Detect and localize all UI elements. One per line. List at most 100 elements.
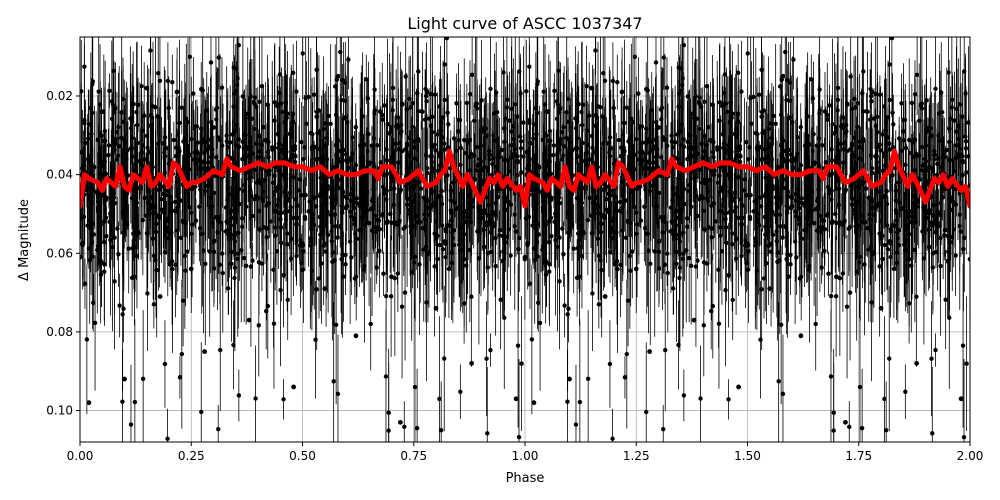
data-point (751, 209, 756, 214)
data-point (185, 120, 191, 125)
data-point (614, 259, 620, 264)
data-point (847, 424, 852, 430)
data-point (165, 78, 171, 84)
data-point (535, 254, 540, 259)
data-point (733, 156, 738, 161)
data-point (272, 118, 277, 123)
data-point (777, 258, 782, 263)
data-point (281, 397, 286, 402)
data-point (446, 266, 452, 272)
data-point (757, 92, 762, 97)
data-point (485, 165, 490, 171)
data-point (748, 192, 753, 198)
data-point (902, 239, 907, 244)
data-point (502, 315, 507, 320)
data-point (596, 302, 602, 307)
data-point (820, 225, 826, 230)
data-point (252, 197, 257, 202)
data-point (91, 300, 96, 305)
data-point (587, 157, 592, 162)
data-point (232, 275, 237, 281)
data-point (813, 321, 818, 327)
data-point (90, 81, 95, 87)
data-point (602, 78, 608, 83)
data-point (829, 220, 835, 226)
data-point (726, 273, 731, 278)
data-point (735, 70, 741, 75)
data-point (630, 120, 636, 125)
data-point (576, 101, 581, 107)
data-point (595, 104, 601, 109)
data-point (402, 290, 408, 295)
data-point (225, 197, 230, 203)
data-point (733, 256, 739, 261)
data-point (288, 256, 294, 261)
data-point (887, 62, 892, 67)
data-point (335, 235, 340, 240)
data-point (501, 70, 506, 75)
data-point (639, 124, 645, 129)
data-point (498, 297, 503, 302)
data-point (551, 143, 557, 148)
data-point (111, 68, 116, 73)
data-point (715, 147, 720, 152)
data-point (837, 186, 842, 191)
data-point (140, 143, 146, 148)
data-point (218, 347, 223, 353)
data-point (416, 69, 421, 74)
data-point (844, 304, 850, 309)
data-point (726, 397, 731, 402)
data-point (773, 121, 778, 126)
data-point (730, 231, 735, 236)
data-point (235, 256, 240, 262)
data-point (392, 186, 397, 191)
data-point (285, 297, 290, 303)
data-point (933, 249, 939, 255)
data-point (951, 169, 957, 174)
data-point (139, 162, 144, 168)
data-point (134, 253, 140, 259)
data-point (162, 150, 167, 155)
data-point (233, 161, 239, 167)
data-point (427, 206, 433, 211)
data-point (303, 192, 308, 198)
data-point (670, 197, 675, 203)
data-point (607, 135, 613, 140)
data-point (622, 120, 627, 126)
data-point (730, 111, 735, 116)
data-point (690, 111, 695, 116)
data-point (661, 426, 666, 432)
data-point (444, 37, 450, 41)
data-point (302, 216, 308, 222)
data-point (692, 116, 698, 122)
data-point (189, 186, 194, 192)
data-point (938, 164, 944, 170)
data-point (446, 122, 451, 127)
data-point (967, 256, 970, 262)
data-point (112, 235, 117, 240)
data-point (180, 219, 186, 225)
data-point (487, 157, 492, 162)
data-point (454, 101, 459, 106)
data-point (956, 136, 961, 142)
data-point (328, 121, 333, 126)
data-point (164, 225, 169, 231)
data-point (312, 92, 317, 97)
data-points-layer (80, 37, 970, 442)
data-point (762, 147, 767, 152)
data-point (940, 195, 946, 200)
data-point (664, 85, 670, 90)
data-point (206, 181, 212, 186)
data-point (155, 114, 160, 119)
data-point (366, 131, 371, 137)
data-point (231, 175, 237, 180)
data-point (264, 235, 269, 240)
data-point (776, 379, 781, 384)
data-point (285, 231, 290, 236)
data-point (382, 103, 387, 108)
data-point (278, 210, 284, 216)
data-point (375, 225, 381, 230)
data-point (958, 102, 963, 107)
data-point (547, 138, 553, 143)
